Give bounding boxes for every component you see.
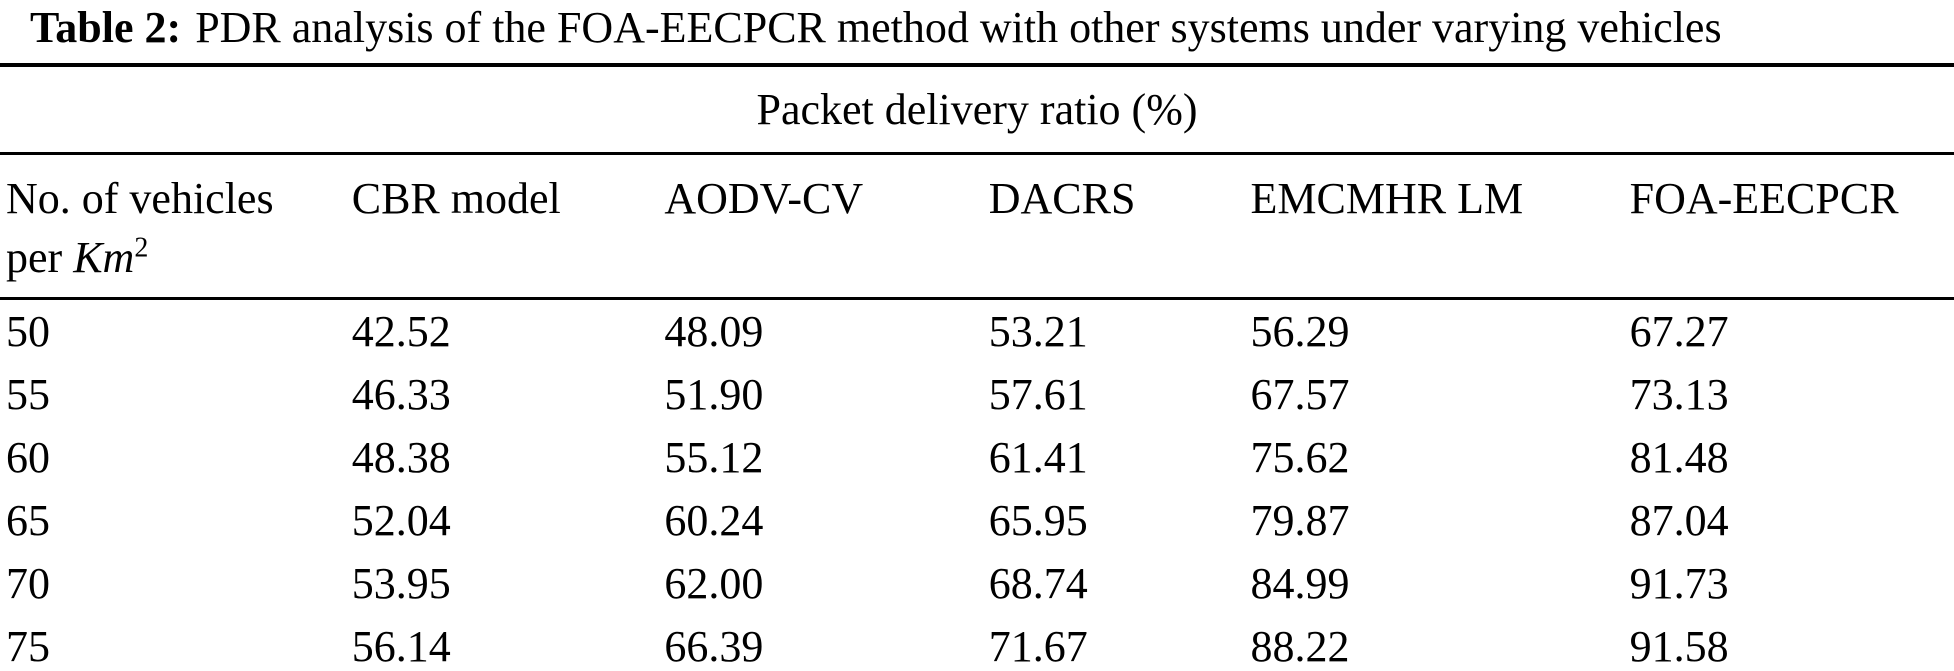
value-cell: 60.24 bbox=[664, 496, 764, 545]
value-cell: 46.33 bbox=[351, 370, 451, 419]
table-row: 70 53.95 62.00 68.74 84.99 91.73 bbox=[0, 552, 1954, 615]
span-header-row: Packet delivery ratio (%) bbox=[0, 65, 1954, 155]
value-cell: 53.21 bbox=[988, 307, 1088, 356]
column-header-cbr-model: CBR model bbox=[351, 153, 665, 300]
table-row: 55 46.33 51.90 57.61 67.57 73.13 bbox=[0, 363, 1954, 426]
vehicles-header-unit: Km bbox=[73, 233, 135, 283]
value-cell: 81.48 bbox=[1629, 433, 1729, 482]
table-body: 50 42.52 48.09 53.21 56.29 67.27 55 46.33 51.90 5… bbox=[0, 299, 1954, 671]
column-header-foa-eecpcr: FOA-EECPCR bbox=[1629, 153, 1954, 300]
table-caption-text: PDR analysis of the FOA-EECPCR method wi… bbox=[195, 3, 1722, 52]
table-row: 60 48.38 55.12 61.41 75.62 81.48 bbox=[0, 426, 1954, 489]
value-cell: 42.52 bbox=[351, 307, 451, 356]
vehicles-cell: 65 bbox=[6, 496, 50, 545]
vehicles-cell: 60 bbox=[6, 433, 50, 482]
value-cell: 48.38 bbox=[351, 433, 451, 482]
column-header-vehicles: No. of vehicles per Km2 bbox=[0, 153, 352, 300]
vehicles-cell: 75 bbox=[6, 622, 50, 671]
value-cell: 75.62 bbox=[1250, 433, 1350, 482]
value-cell: 61.41 bbox=[988, 433, 1088, 482]
value-cell: 52.04 bbox=[351, 496, 451, 545]
value-cell: 57.61 bbox=[988, 370, 1088, 419]
vehicles-header-line1: No. of vehicles bbox=[6, 174, 274, 223]
table-caption-label: Table 2: bbox=[30, 3, 182, 52]
table-row: 65 52.04 60.24 65.95 79.87 87.04 bbox=[0, 489, 1954, 552]
value-cell: 84.99 bbox=[1250, 559, 1350, 608]
table-row: 50 42.52 48.09 53.21 56.29 67.27 bbox=[0, 299, 1954, 364]
vehicles-cell: 50 bbox=[6, 307, 50, 356]
value-cell: 68.74 bbox=[988, 559, 1088, 608]
value-cell: 55.12 bbox=[664, 433, 764, 482]
column-header-emcmhr-lm: EMCMHR LM bbox=[1250, 153, 1630, 300]
value-cell: 48.09 bbox=[664, 307, 764, 356]
vehicles-cell: 55 bbox=[6, 370, 50, 419]
vehicles-cell: 70 bbox=[6, 559, 50, 608]
column-header-aodv-cv: AODV-CV bbox=[664, 153, 989, 300]
value-cell: 88.22 bbox=[1250, 622, 1350, 671]
vehicles-header-line2-prefix: per bbox=[6, 233, 74, 283]
value-cell: 91.73 bbox=[1629, 559, 1729, 608]
value-cell: 62.00 bbox=[664, 559, 764, 608]
value-cell: 66.39 bbox=[664, 622, 764, 671]
vehicles-header-superscript: 2 bbox=[134, 232, 149, 264]
pdr-table: Packet delivery ratio (%) No. of vehicle… bbox=[0, 63, 1954, 671]
value-cell: 79.87 bbox=[1250, 496, 1350, 545]
table-caption: Table 2: PDR analysis of the FOA-EECPCR m… bbox=[0, 0, 1954, 63]
value-cell: 56.14 bbox=[351, 622, 451, 671]
value-cell: 73.13 bbox=[1629, 370, 1729, 419]
value-cell: 56.29 bbox=[1250, 307, 1350, 356]
table-head: Packet delivery ratio (%) No. of vehicle… bbox=[0, 65, 1954, 300]
value-cell: 67.57 bbox=[1250, 370, 1350, 419]
span-header: Packet delivery ratio (%) bbox=[0, 65, 1954, 155]
value-cell: 51.90 bbox=[664, 370, 764, 419]
column-header-row: No. of vehicles per Km2 CBR model AODV-C… bbox=[0, 153, 1954, 300]
value-cell: 67.27 bbox=[1629, 307, 1729, 356]
table-row: 75 56.14 66.39 71.67 88.22 91.58 bbox=[0, 615, 1954, 671]
value-cell: 65.95 bbox=[988, 496, 1088, 545]
column-header-dacrs: DACRS bbox=[988, 153, 1251, 300]
value-cell: 87.04 bbox=[1629, 496, 1729, 545]
value-cell: 53.95 bbox=[351, 559, 451, 608]
value-cell: 91.58 bbox=[1629, 622, 1729, 671]
value-cell: 71.67 bbox=[988, 622, 1088, 671]
